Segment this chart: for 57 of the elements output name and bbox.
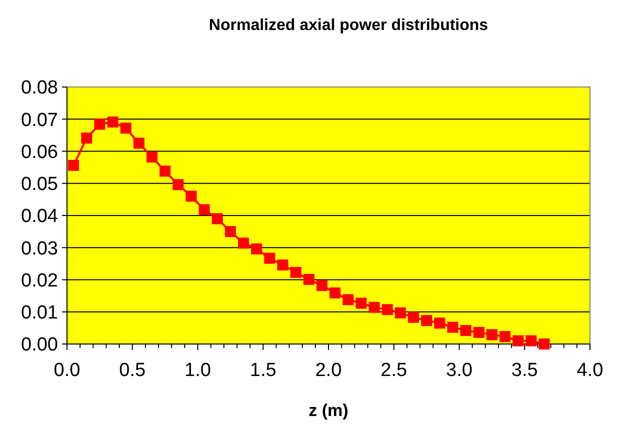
point	[538, 338, 550, 350]
point	[421, 315, 432, 326]
point	[68, 160, 80, 171]
point	[120, 122, 132, 134]
point	[486, 329, 498, 340]
point	[81, 132, 92, 144]
x-tick-label: 3.5	[511, 360, 538, 381]
point	[290, 266, 302, 278]
y-tick-label: 0.08	[21, 78, 58, 99]
x-tick-label: 1.0	[184, 360, 211, 381]
point	[316, 280, 328, 292]
point	[382, 304, 393, 316]
point	[408, 312, 419, 323]
point	[160, 166, 171, 177]
y-tick-label: 0.07	[21, 110, 58, 131]
point	[512, 335, 524, 346]
point	[107, 116, 118, 128]
point	[447, 322, 458, 333]
point	[526, 335, 537, 346]
x-tick-label: 3.0	[446, 360, 472, 381]
point	[251, 243, 262, 254]
point	[172, 179, 184, 190]
x-tick-label: 4.0	[576, 360, 604, 381]
point	[224, 226, 236, 238]
x-tick-label: 2.5	[380, 360, 408, 381]
point	[500, 331, 511, 342]
x-tick-label: 0.5	[119, 360, 146, 381]
point	[394, 307, 406, 318]
point	[368, 302, 380, 313]
point	[133, 138, 144, 149]
y-tick-label: 0.00	[21, 334, 58, 356]
point	[434, 318, 446, 329]
x-tick-label: 2.0	[315, 360, 342, 381]
point	[198, 204, 210, 216]
point	[238, 238, 250, 249]
x-tick-label: 1.5	[250, 360, 276, 381]
point	[277, 259, 288, 270]
point	[473, 326, 484, 338]
point	[342, 294, 354, 306]
point	[186, 190, 197, 202]
chart-title: Normalized axial power distributions	[208, 17, 488, 34]
point	[146, 152, 158, 163]
y-tick-label: 0.01	[21, 302, 58, 324]
y-tick-label: 0.02	[21, 270, 58, 292]
y-tick-label: 0.06	[21, 142, 58, 163]
x-axis-title: z (m)	[308, 401, 348, 420]
point	[330, 287, 341, 298]
point	[212, 213, 223, 224]
point	[460, 325, 472, 336]
point	[356, 298, 367, 309]
y-tick-label: 0.04	[21, 206, 58, 228]
y-tick-label: 0.05	[21, 174, 58, 196]
point	[264, 252, 276, 264]
y-tick-label: 0.03	[21, 238, 58, 260]
point	[303, 274, 314, 285]
x-tick-label: 0.0	[54, 360, 80, 381]
point	[94, 118, 106, 130]
